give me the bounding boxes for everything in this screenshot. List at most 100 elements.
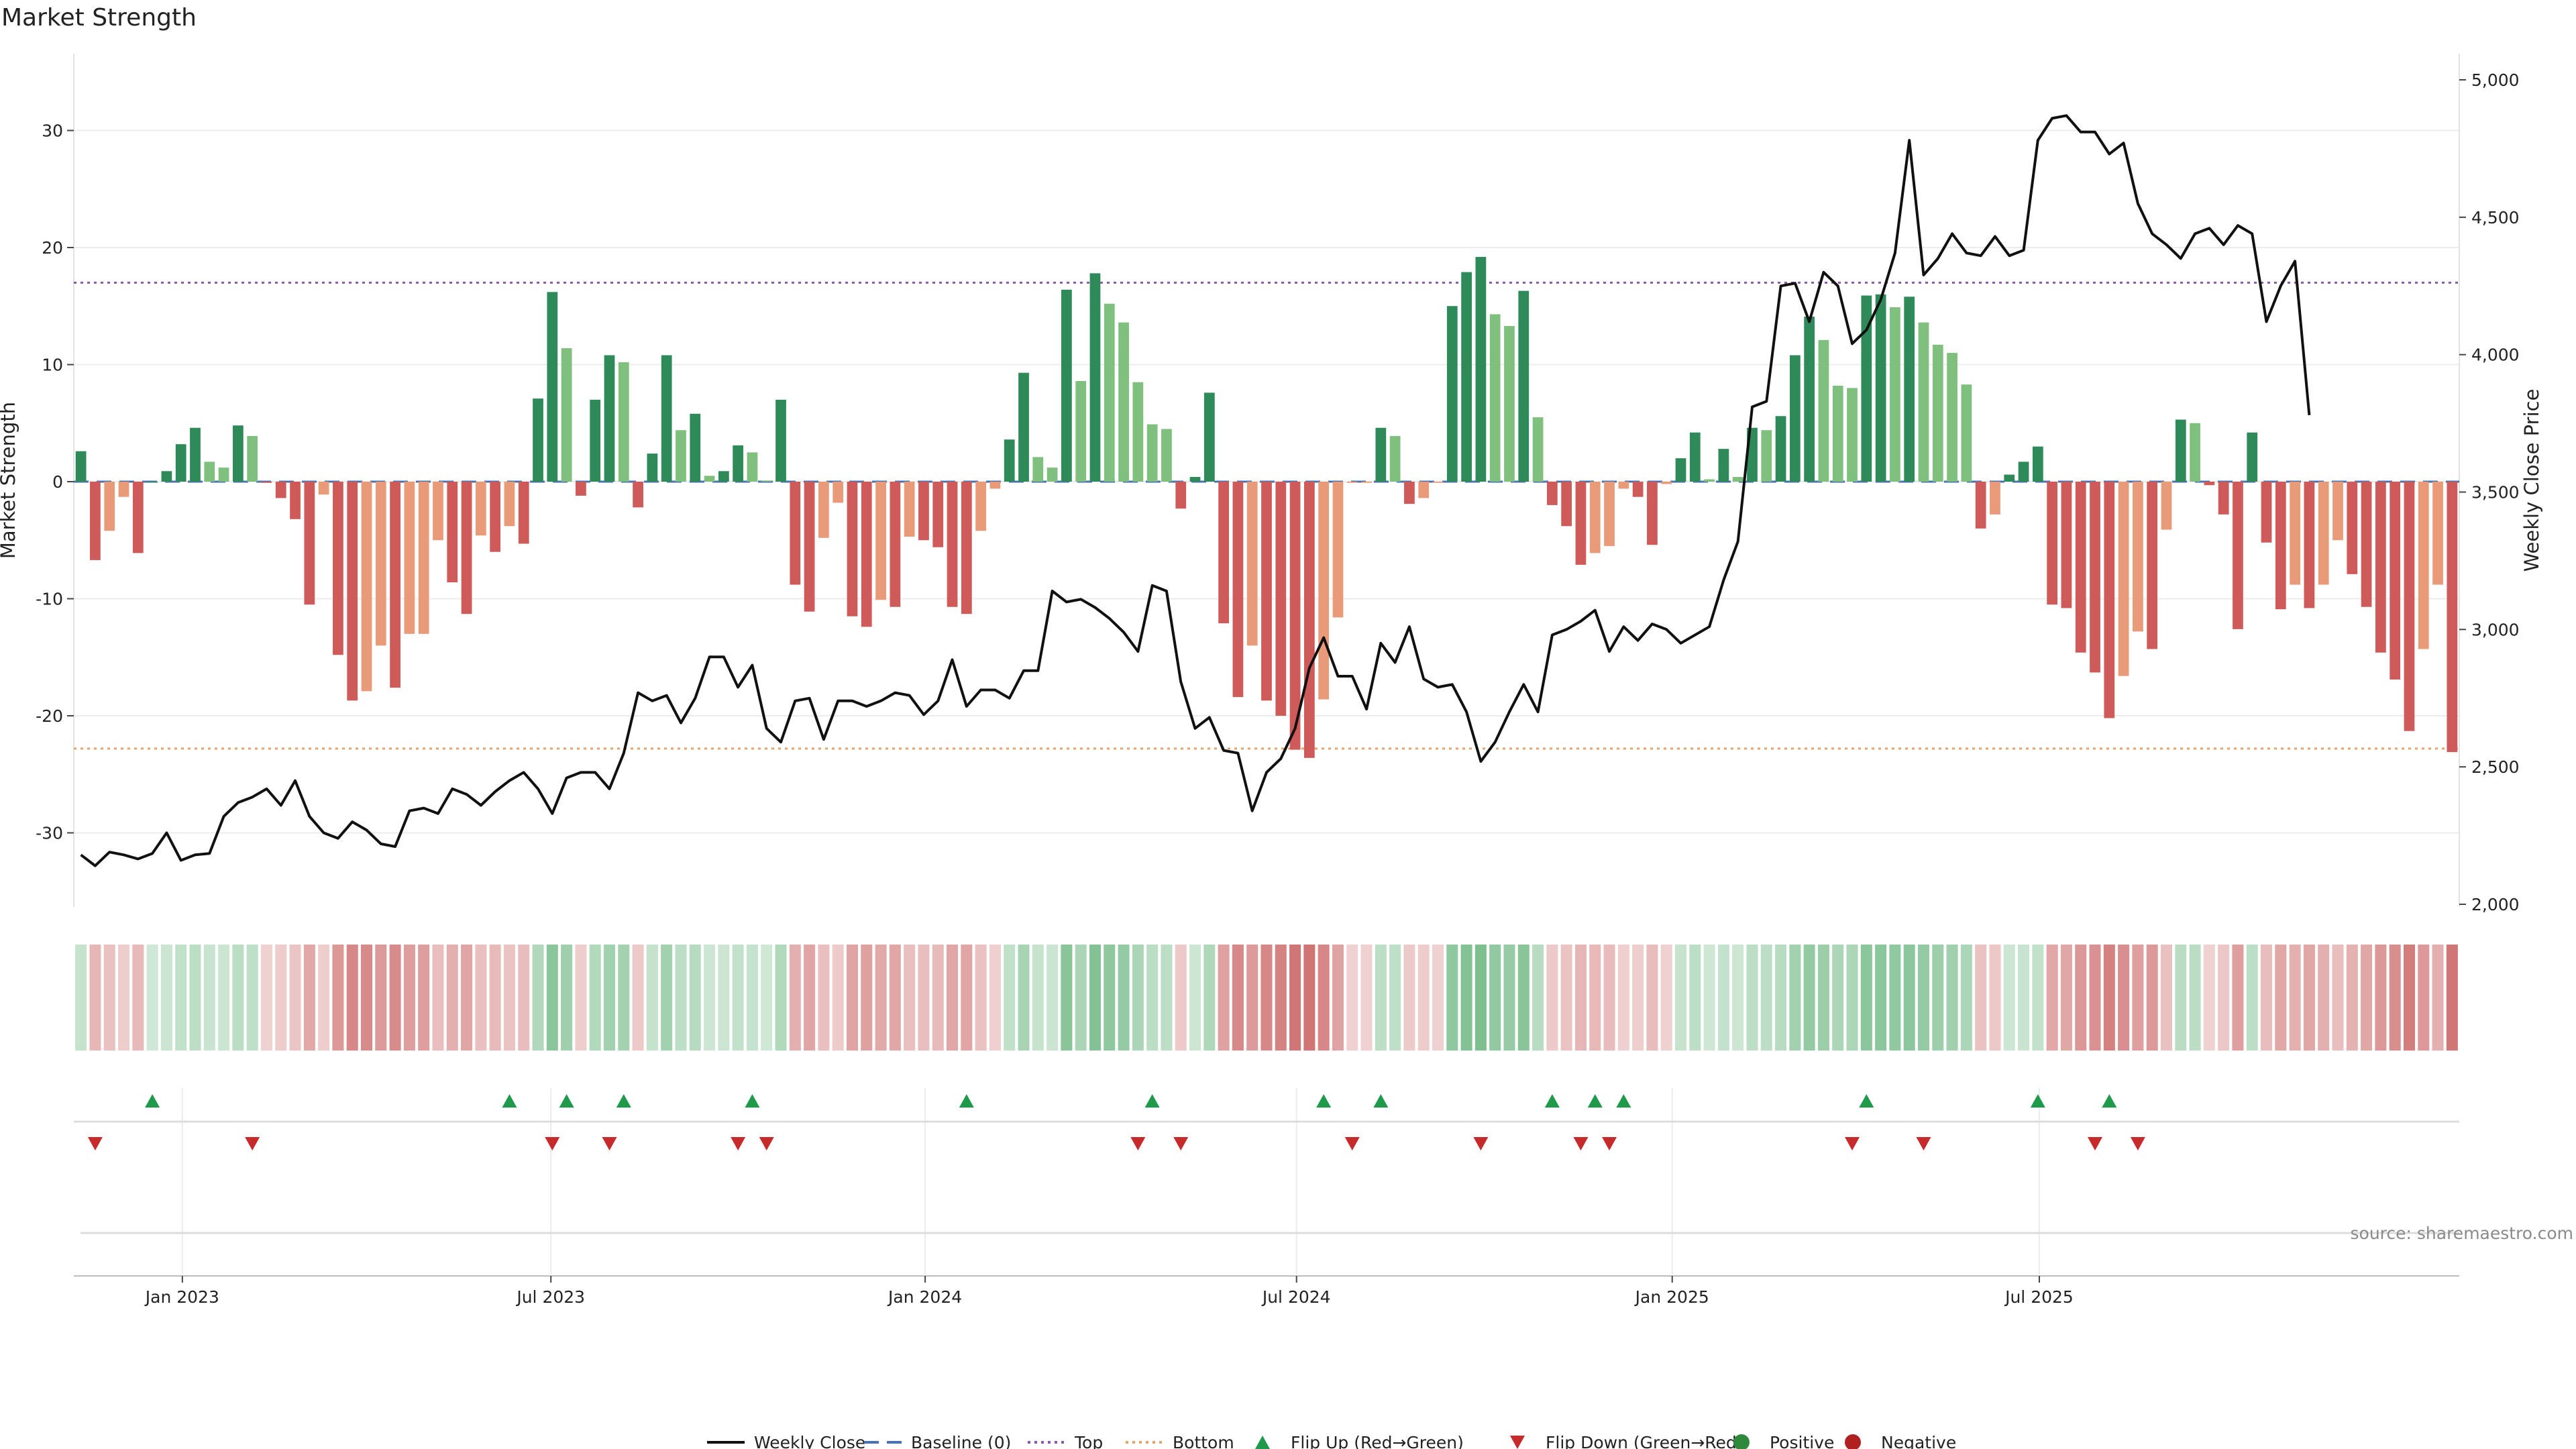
heat-cell [1246,945,1258,1051]
y2-axis-label: Weekly Close Price [2520,389,2543,572]
heat-cell [1674,945,1687,1051]
flip-down-marker [1845,1137,1860,1150]
x-tick-label: Jan 2025 [1634,1287,1709,1307]
heat-cell [518,945,530,1051]
heat-cell [1975,945,1987,1051]
strength-bar [190,427,201,482]
heat-cell [446,945,458,1051]
strength-bar [247,435,258,482]
strength-bar [1918,322,1929,482]
heat-cell [1532,945,1544,1051]
heat-cell [2332,945,2344,1051]
legend-item: Flip Up (Red→Green) [1255,1433,1464,1449]
flip-up-marker [1859,1094,1874,1108]
strength-bar [2361,482,2372,607]
strength-bar [90,482,101,560]
heat-cell [2361,945,2373,1051]
heat-cell [1517,945,1529,1051]
y-tick-label: 30 [42,121,63,141]
strength-bar [75,451,87,482]
strength-bar [676,430,686,482]
strength-bar [1375,427,1387,482]
strength-bars [75,256,2458,758]
legend-swatch-circle [1845,1434,1861,1449]
heat-cell [2289,945,2301,1051]
strength-bar [733,445,744,482]
heat-cell [1318,945,1330,1051]
strength-bar [1346,482,1358,483]
strength-bar [2190,423,2200,482]
strength-bar [1847,388,1858,482]
heat-cell [1875,945,1887,1051]
heat-cell [1889,945,1901,1051]
heat-cell [1760,945,1772,1051]
strength-bar [2404,482,2415,731]
strength-bar [1461,272,1472,482]
heat-cell [1417,945,1430,1051]
heat-cell [1917,945,1930,1051]
strength-heat-strip [75,945,2458,1051]
strength-bar [2418,482,2429,649]
strength-bar [1261,482,1272,701]
heat-cell [360,945,373,1051]
chart-title: Market Strength [1,4,197,32]
strength-bar [1489,314,1501,482]
heat-cell [1989,945,2001,1051]
strength-bar [1075,380,1087,482]
strength-bar [1518,290,1529,482]
strength-bar [590,399,601,482]
heat-cell [2432,945,2444,1051]
strength-bar [918,482,929,541]
heat-cell [118,945,130,1051]
strength-bar [647,453,658,482]
strength-bar [761,480,772,482]
x-tick-label: Jul 2025 [2004,1287,2074,1307]
flip-up-marker [2102,1094,2117,1108]
strength-bar [1718,449,1729,482]
heat-cell [546,945,558,1051]
heat-cell [947,945,959,1051]
heat-cell [346,945,358,1051]
flip-up-marker [1144,1094,1160,1108]
strength-bar [1146,424,1158,482]
heat-cell [218,945,230,1051]
heat-cell [718,945,730,1051]
flip-down-marker [1130,1137,1146,1150]
strength-bar [775,399,786,482]
strength-bar [518,482,529,544]
heat-cell [1375,945,1387,1051]
strength-bar [1775,416,1786,482]
main-gridlines [73,54,2460,907]
heat-cell [2060,945,2072,1051]
strength-bar [1932,344,1943,482]
strength-bar [1532,417,1544,482]
y2-tick-label: 3,000 [2471,620,2520,639]
heat-cell [1689,945,1701,1051]
heat-cell [475,945,487,1051]
strength-bar [333,482,343,655]
heat-cell [1717,945,1729,1051]
heat-cell [1018,945,1030,1051]
legend-item: Top [1028,1433,1103,1449]
legend-label: Bottom [1173,1433,1234,1449]
strength-bar [1161,429,1172,482]
y-tick-label: -20 [36,706,63,726]
strength-bar [1604,482,1615,546]
heat-cell [132,945,144,1051]
heat-cell [603,945,616,1051]
x-tick-label: Jul 2024 [1261,1287,1331,1307]
heat-cell [1789,945,1801,1051]
heat-cell [89,945,101,1051]
strength-bar [2133,482,2143,632]
strength-bar [989,482,1001,489]
heat-cell [1346,945,1358,1051]
strength-bar [2161,482,2172,530]
strength-bar [218,468,229,482]
strength-bar [2218,482,2229,515]
strength-bar [604,355,615,482]
heat-cell [2175,945,2187,1051]
flip-markers-panel [74,1088,2459,1277]
strength-bar [2332,482,2343,541]
flip-down-marker [1344,1137,1360,1150]
